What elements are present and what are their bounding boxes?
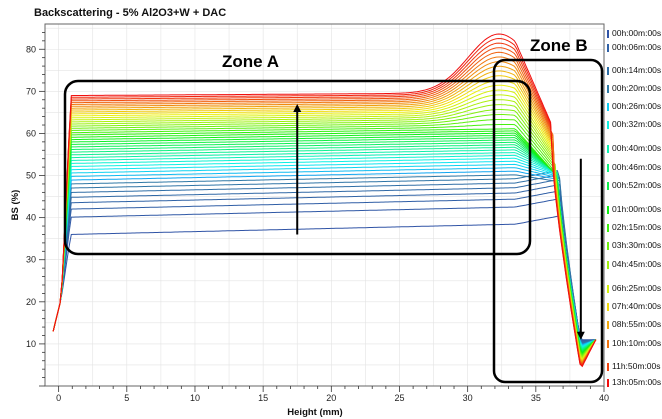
arrow-head (576, 331, 585, 340)
series-line (52, 47, 597, 366)
legend-item: 00h:46m:00s (612, 162, 661, 172)
x-tick-label: 25 (394, 393, 404, 403)
series-line (52, 104, 597, 359)
legend-item: 00h:06m:00s (612, 42, 661, 52)
legend-item: 08h:55m:00s (612, 319, 661, 329)
legend-item: 13h:05m:00s (612, 377, 661, 387)
series-line (52, 132, 597, 354)
x-axis-label: Height (mm) (287, 407, 342, 418)
zone-a-label: Zone A (222, 52, 279, 71)
series-line (52, 89, 597, 360)
y-tick-label: 30 (26, 255, 36, 265)
chart-title: Backscattering - 5% Al2O3+W + DAC (34, 7, 226, 19)
zone-b-label: Zone B (530, 36, 588, 55)
series-line (52, 99, 597, 359)
series-line (52, 170, 596, 346)
legend-item: 04h:45m:00s (612, 259, 661, 269)
y-tick-label: 80 (26, 44, 36, 54)
series-line (52, 139, 597, 352)
x-tick-label: 15 (258, 393, 268, 403)
series-line (52, 152, 597, 349)
legend-item: 00h:32m:00s (612, 119, 661, 129)
series-line (52, 154, 597, 349)
axes: 0 5 10 15 20 25 30 35 40 10 20 30 40 50 60 70 80 (26, 32, 609, 403)
y-tick-label: 60 (26, 128, 36, 138)
series-line (52, 56, 597, 365)
series-line (52, 51, 597, 365)
series-line (52, 130, 597, 355)
y-axis-label: BS (%) (10, 190, 21, 221)
legend-item: 11h:50m:00s (612, 361, 661, 371)
arrow-head (293, 103, 302, 112)
series-line (52, 124, 597, 356)
y-tick-label: 50 (26, 171, 36, 181)
legend-item: 10h:10m:00s (612, 338, 661, 348)
x-tick-label: 0 (56, 393, 61, 403)
grid (45, 24, 605, 386)
x-tick-label: 5 (124, 393, 129, 403)
x-tick-label: 30 (463, 393, 473, 403)
x-tick-label: 10 (190, 393, 200, 403)
zone-a-box (63, 79, 532, 256)
series-line (52, 61, 597, 364)
series-line (52, 94, 597, 360)
legend-item: 00h:14m:00s (612, 65, 661, 75)
y-tick-label: 10 (26, 339, 36, 349)
series-line (52, 137, 597, 353)
series-line (52, 33, 597, 368)
y-tick-label: 40 (26, 213, 36, 223)
legend-item: 01h:00m:00s (612, 204, 661, 214)
legend-item: 06h:25m:00s (612, 283, 661, 293)
legend-item: 00h:26m:00s (612, 101, 661, 111)
legend-item: 00h:52m:00s (612, 180, 661, 190)
arrows (293, 103, 585, 340)
series-line (52, 75, 597, 362)
legend-item: 02h:15m:00s (612, 222, 661, 232)
series-line (52, 80, 597, 362)
y-tick-label: 70 (26, 86, 36, 96)
series-line (52, 179, 596, 343)
zone-b-box (492, 58, 604, 384)
series-line (52, 114, 597, 357)
y-tick-label: 20 (26, 297, 36, 307)
series-line (52, 149, 597, 350)
series-line (52, 163, 597, 347)
series-line (52, 84, 597, 361)
series-line (52, 170, 596, 344)
series-line (52, 215, 596, 341)
series-line (52, 141, 597, 352)
series-line (52, 174, 596, 345)
series-line (52, 37, 597, 367)
series-line (52, 190, 596, 342)
legend-item: 03h:30m:00s (612, 240, 661, 250)
series-line (52, 70, 597, 363)
series-line (52, 146, 597, 351)
legend-item: 00h:40m:00s (612, 143, 661, 153)
series-line (52, 65, 597, 363)
series-line (52, 198, 596, 341)
legend: 00h:00m:00s 00h:06m:00s 00h:14m:00s 00h:20m… (607, 28, 661, 387)
x-tick-label: 40 (599, 393, 609, 403)
legend-item: 00h:00m:00s (612, 28, 661, 38)
series-line (52, 160, 597, 348)
series-line (52, 157, 597, 348)
x-tick-label: 20 (326, 393, 336, 403)
series-line (52, 167, 596, 346)
legend-item: 00h:20m:00s (612, 83, 661, 93)
series-line (52, 128, 597, 356)
series-line (52, 144, 597, 351)
series-line (52, 109, 597, 358)
series-line (52, 119, 597, 357)
legend-item: 07h:40m:00s (612, 301, 661, 311)
series-line (52, 174, 596, 344)
x-tick-label: 35 (531, 393, 541, 403)
series-group (52, 33, 597, 368)
series-line (52, 184, 596, 343)
series-line (52, 134, 597, 354)
series-line (52, 42, 597, 366)
plot-frame (44, 23, 605, 387)
